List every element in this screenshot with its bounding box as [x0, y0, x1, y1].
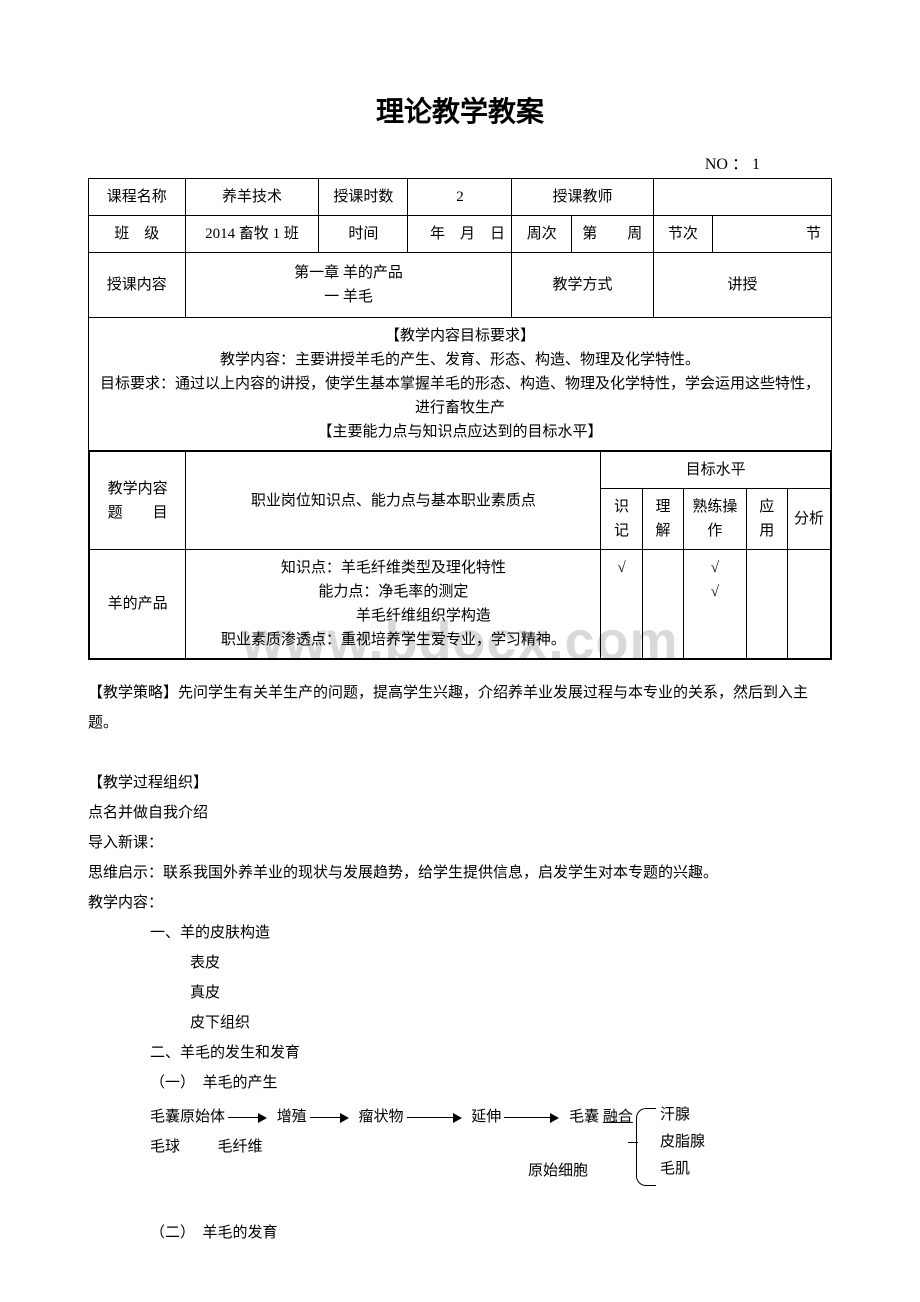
hours-value: 2 — [408, 179, 512, 216]
col-operate: 熟练操作 — [684, 489, 746, 550]
objectives-line1: 教学内容：主要讲授羊毛的产生、发育、形态、构造、物理及化学特性。 — [95, 348, 825, 372]
table-row: 【教学内容目标要求】 教学内容：主要讲授羊毛的产生、发育、形态、构造、物理及化学… — [89, 318, 832, 451]
page-document: 理论教学教案 NO ： 1 课程名称 养羊技术 授课时数 2 授课教师 班 级 … — [0, 0, 920, 1288]
week-label: 周次 — [512, 216, 571, 253]
bracket-item: 皮脂腺 — [660, 1129, 705, 1156]
section-1b: 真皮 — [88, 978, 832, 1008]
flow-line-1: 毛囊原始体 增殖 瘤状物 延伸 毛囊 融合 — [150, 1102, 633, 1132]
period-label: 节次 — [653, 216, 712, 253]
hours-label: 授课时数 — [319, 179, 408, 216]
table-row: 课程名称 养羊技术 授课时数 2 授课教师 — [89, 179, 832, 216]
matrix-mark-col0: √ — [601, 550, 642, 659]
row-header-l2: 题 目 — [96, 501, 179, 525]
matrix-point: 能力点：净毛率的测定 — [192, 580, 594, 604]
flow-node: 毛囊原始体 — [150, 1109, 225, 1125]
bracket-items: 汗腺 皮脂腺 毛肌 — [660, 1102, 705, 1183]
teacher-label: 授课教师 — [512, 179, 653, 216]
method-value: 讲授 — [653, 253, 831, 318]
table-row: 班 级 2014 畜牧 1 班 时间 年 月 日 周次 第 周 节次 节 — [89, 216, 832, 253]
matrix-mark-col4 — [788, 550, 831, 659]
matrix-body-row: 羊的产品 知识点：羊毛纤维类型及理化特性 能力点：净毛率的测定 羊毛纤维组织学构… — [90, 550, 831, 659]
bracket-item: 汗腺 — [660, 1102, 705, 1129]
row-header-l1: 教学内容 — [96, 477, 179, 501]
course-value: 养羊技术 — [185, 179, 319, 216]
matrix-mark-col3 — [746, 550, 787, 659]
arrow-icon — [228, 1113, 270, 1123]
flow-node: 毛球 — [150, 1139, 180, 1155]
flow-node: 毛囊 — [569, 1109, 599, 1125]
time-value: 年 月 日 — [408, 216, 512, 253]
section-2: 二、羊毛的发生和发育 — [88, 1038, 832, 1068]
week-value: 第 周 — [571, 216, 653, 253]
primitive-cell-label: 原始细胞 — [528, 1156, 588, 1186]
objectives-cell: 【教学内容目标要求】 教学内容：主要讲授羊毛的产生、发育、形态、构造、物理及化学… — [89, 318, 832, 451]
content-line2: 一 羊毛 — [192, 285, 506, 309]
matrix-point: 羊毛纤维组织学构造 — [192, 604, 594, 628]
flow-node: 毛纤维 — [218, 1139, 263, 1155]
bracket-icon — [636, 1108, 656, 1186]
col-understand: 理解 — [642, 489, 683, 550]
matrix-point: 知识点：羊毛纤维类型及理化特性 — [192, 556, 594, 580]
matrix-points: 知识点：羊毛纤维类型及理化特性 能力点：净毛率的测定 羊毛纤维组织学构造 职业素… — [186, 550, 601, 659]
mark: √ — [690, 556, 739, 580]
content-label: 授课内容 — [89, 253, 186, 318]
section-2a: （一） 羊毛的产生 — [88, 1068, 832, 1098]
objectives-section1-title: 【教学内容目标要求】 — [95, 324, 825, 348]
matrix-point: 职业素质渗透点：重视培养学生爱专业，学习精神。 — [192, 628, 594, 652]
arrow-icon — [310, 1113, 352, 1123]
process-p4: 教学内容： — [88, 888, 832, 918]
matrix-header-row: 教学内容 题 目 职业岗位知识点、能力点与基本职业素质点 目标水平 — [90, 452, 831, 489]
content-value: 第一章 羊的产品 一 羊毛 — [185, 253, 512, 318]
content-line1: 第一章 羊的产品 — [192, 261, 506, 285]
strategy-text: 先问学生有关羊生产的问题，提高学生兴趣，介绍养羊业发展过程与本专业的关系，然后到… — [88, 685, 808, 731]
flow-node: 增殖 — [277, 1109, 307, 1125]
bracket-tip-icon — [628, 1142, 638, 1143]
process-title: 【教学过程组织】 — [88, 768, 832, 798]
section-1a: 表皮 — [88, 948, 832, 978]
matrix-row-header: 教学内容 题 目 — [90, 452, 186, 550]
col-apply: 应用 — [746, 489, 787, 550]
col-recognize: 识记 — [601, 489, 642, 550]
page-number-label: NO ： 1 — [88, 150, 832, 174]
matrix-subject: 羊的产品 — [90, 550, 186, 659]
objectives-line2: 目标要求：通过以上内容的讲授，使学生基本掌握羊毛的形态、构造、物理及化学特性，学… — [95, 372, 825, 420]
method-label: 教学方式 — [512, 253, 653, 318]
matrix-mark-col2: √ √ — [684, 550, 746, 659]
flow-line-2: 毛球 毛纤维 — [150, 1132, 263, 1162]
objectives-section2-title: 【主要能力点与知识点应达到的目标水平】 — [95, 420, 825, 444]
section-1c: 皮下组织 — [88, 1008, 832, 1038]
time-label: 时间 — [319, 216, 408, 253]
matrix-group-header: 目标水平 — [601, 452, 831, 489]
flow-node: 瘤状物 — [359, 1109, 404, 1125]
mark: √ — [607, 556, 635, 580]
process-p2: 导入新课： — [88, 828, 832, 858]
table-row: 教学内容 题 目 职业岗位知识点、能力点与基本职业素质点 目标水平 识记 理解 … — [89, 451, 832, 660]
teacher-value — [653, 179, 831, 216]
arrow-icon — [407, 1113, 465, 1123]
flowchart: 毛囊原始体 增殖 瘤状物 延伸 毛囊 融合 毛球 毛纤维 原始细胞 汗腺 皮脂腺… — [88, 1102, 832, 1212]
body-section: 【教学策略】先问学生有关羊生产的问题，提高学生兴趣，介绍养羊业发展过程与本专业的… — [88, 660, 832, 1248]
strategy-title: 【教学策略】 — [88, 685, 178, 701]
lesson-plan-table: 课程名称 养羊技术 授课时数 2 授课教师 班 级 2014 畜牧 1 班 时间… — [88, 178, 832, 660]
arrow-icon — [504, 1113, 562, 1123]
page-title: 理论教学教案 — [88, 90, 832, 130]
mark: √ — [690, 580, 739, 604]
strategy-line: 【教学策略】先问学生有关羊生产的问题，提高学生兴趣，介绍养羊业发展过程与本专业的… — [88, 678, 832, 738]
bracket-item: 毛肌 — [660, 1156, 705, 1183]
matrix-mark-col1 — [642, 550, 683, 659]
matrix-main-header: 职业岗位知识点、能力点与基本职业素质点 — [186, 452, 601, 550]
class-value: 2014 畜牧 1 班 — [185, 216, 319, 253]
skill-matrix-table: 教学内容 题 目 职业岗位知识点、能力点与基本职业素质点 目标水平 识记 理解 … — [89, 451, 831, 659]
section-1: 一、羊的皮肤构造 — [88, 918, 832, 948]
process-p3: 思维启示：联系我国外养羊业的现状与发展趋势，给学生提供信息，启发学生对本专题的兴… — [88, 858, 832, 888]
process-p1: 点名并做自我介绍 — [88, 798, 832, 828]
flow-node: 延伸 — [471, 1109, 501, 1125]
period-value: 节 — [713, 216, 832, 253]
section-2b: （二） 羊毛的发育 — [88, 1218, 832, 1248]
col-analyze: 分析 — [788, 489, 831, 550]
class-label: 班 级 — [89, 216, 186, 253]
course-label: 课程名称 — [89, 179, 186, 216]
flow-node: 融合 — [603, 1109, 633, 1125]
table-row: 授课内容 第一章 羊的产品 一 羊毛 教学方式 讲授 — [89, 253, 832, 318]
